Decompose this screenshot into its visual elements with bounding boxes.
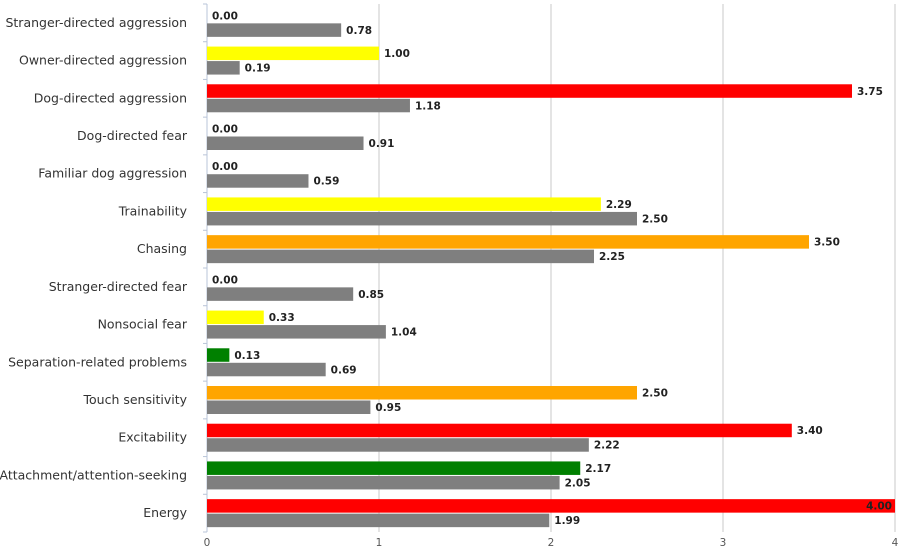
data-label: 0.33 bbox=[269, 312, 295, 324]
data-label: 2.25 bbox=[599, 251, 625, 263]
bar-series-1 bbox=[207, 84, 852, 98]
data-label: 3.75 bbox=[857, 86, 883, 98]
bar-series-1 bbox=[207, 310, 264, 325]
bar-series-2 bbox=[207, 61, 240, 75]
data-label: 3.40 bbox=[797, 425, 823, 437]
data-label: 0.00 bbox=[212, 124, 238, 136]
bar-series-2 bbox=[207, 287, 354, 301]
data-label: 0.19 bbox=[245, 63, 271, 75]
x-tick-label: 3 bbox=[720, 537, 727, 549]
data-label: 0.00 bbox=[212, 274, 238, 286]
x-tick-label: 1 bbox=[376, 537, 383, 549]
category-label: Owner-directed aggression bbox=[19, 53, 187, 68]
bar-series-1 bbox=[207, 235, 809, 249]
bar-series-2 bbox=[207, 136, 364, 150]
data-label: 0.91 bbox=[369, 138, 395, 150]
data-label: 2.22 bbox=[594, 440, 620, 452]
bar-series-1 bbox=[207, 461, 581, 475]
data-label: 0.13 bbox=[234, 350, 260, 362]
category-label: Chasing bbox=[137, 241, 187, 256]
data-label: 2.50 bbox=[642, 388, 668, 400]
data-label: 4.00 bbox=[866, 501, 892, 513]
bar-series-2 bbox=[207, 400, 371, 414]
bar-series-2 bbox=[207, 438, 589, 452]
data-label: 3.50 bbox=[814, 237, 840, 249]
category-label: Dog-directed fear bbox=[77, 128, 188, 143]
bar-series-1 bbox=[207, 499, 895, 513]
category-label: Familiar dog aggression bbox=[38, 166, 187, 181]
data-label: 0.78 bbox=[346, 25, 372, 37]
bar-series-1 bbox=[207, 423, 792, 438]
data-label: 2.50 bbox=[642, 213, 668, 225]
bar-series-1 bbox=[207, 197, 601, 211]
x-tick-label: 4 bbox=[892, 537, 899, 549]
bar-series-2 bbox=[207, 23, 342, 37]
data-label: 1.18 bbox=[415, 100, 441, 112]
data-label: 2.29 bbox=[606, 199, 632, 211]
category-label: Nonsocial fear bbox=[98, 317, 188, 332]
bar-series-1 bbox=[207, 348, 230, 362]
category-label: Stranger-directed fear bbox=[49, 279, 188, 294]
bar-series-1 bbox=[207, 46, 379, 61]
bar-series-2 bbox=[207, 475, 560, 490]
x-tick-label: 2 bbox=[548, 537, 555, 549]
data-label: 2.05 bbox=[565, 477, 591, 489]
data-label: 0.95 bbox=[375, 402, 401, 414]
category-label: Attachment/attention-seeking bbox=[0, 467, 187, 482]
data-label: 1.00 bbox=[384, 48, 410, 60]
bar-series-2 bbox=[207, 249, 594, 264]
bar-series-2 bbox=[207, 513, 550, 528]
x-tick-label: 0 bbox=[204, 537, 211, 549]
data-label: 1.99 bbox=[554, 515, 580, 527]
data-label: 2.17 bbox=[585, 463, 611, 475]
bar-series-2 bbox=[207, 98, 410, 113]
category-label: Stranger-directed aggression bbox=[5, 15, 187, 30]
data-label: 1.04 bbox=[391, 327, 417, 339]
data-label: 0.85 bbox=[358, 289, 384, 301]
bar-series-2 bbox=[207, 325, 386, 339]
bars bbox=[207, 23, 895, 528]
category-label: Touch sensitivity bbox=[82, 392, 187, 407]
bar-series-2 bbox=[207, 174, 309, 188]
data-label: 0.69 bbox=[331, 364, 357, 376]
bar-series-2 bbox=[207, 211, 637, 226]
category-label: Energy bbox=[143, 505, 187, 520]
data-label: 0.00 bbox=[212, 10, 238, 22]
category-label: Dog-directed aggression bbox=[34, 90, 187, 105]
category-label: Excitability bbox=[118, 430, 187, 445]
labels: 0 1 2 3 4 Stranger-directed aggression 0.00 0.7… bbox=[0, 10, 899, 549]
bar-series-2 bbox=[207, 362, 326, 377]
data-label: 0.59 bbox=[313, 176, 339, 188]
category-label: Separation-related problems bbox=[8, 354, 187, 369]
grid-lines bbox=[203, 3, 896, 533]
category-label: Trainability bbox=[118, 203, 188, 218]
bar-series-1 bbox=[207, 386, 637, 400]
data-label: 0.00 bbox=[212, 161, 238, 173]
